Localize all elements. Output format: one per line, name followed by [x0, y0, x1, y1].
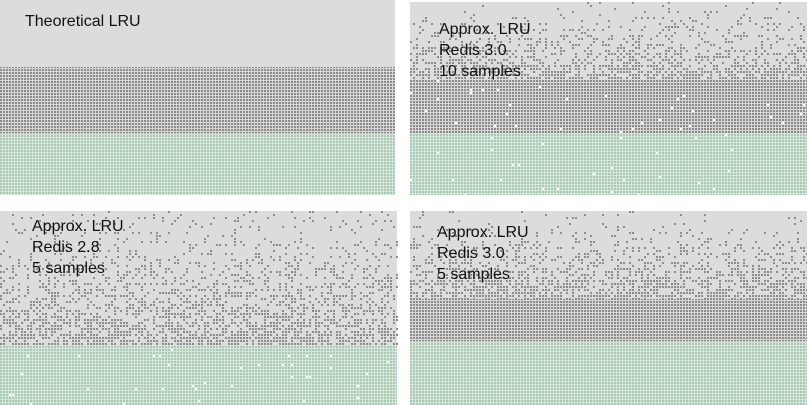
- panel-label: 5 samples: [32, 260, 105, 277]
- panel-label: Approx. LRU: [439, 21, 531, 38]
- new-keys-band: [410, 341, 807, 405]
- panel: [0, 0, 395, 195]
- panel: [410, 2, 807, 196]
- evicted-key-dots: [0, 211, 398, 345]
- panel-label: Redis 3.0: [437, 245, 505, 262]
- evicted-key-dots: [410, 2, 807, 79]
- new-keys-band: [410, 133, 807, 195]
- panel: [410, 211, 807, 405]
- panel-label: Approx. LRU: [437, 224, 529, 241]
- panel-label: 5 samples: [437, 266, 510, 283]
- panel-label: Redis 2.8: [32, 239, 100, 256]
- old-keys-band: [410, 80, 807, 133]
- old-keys-band: [0, 67, 395, 133]
- new-keys-band: [0, 133, 395, 195]
- old-keys-band: [410, 299, 807, 341]
- evicted-key-dots: [410, 211, 807, 300]
- panel-label: 10 samples: [439, 63, 521, 80]
- panel-label: Approx. LRU: [32, 218, 124, 235]
- panel: [0, 211, 398, 405]
- new-keys-band: [0, 345, 397, 405]
- panel-label: Redis 3.0: [439, 42, 507, 59]
- panel-label: Theoretical LRU: [25, 13, 141, 30]
